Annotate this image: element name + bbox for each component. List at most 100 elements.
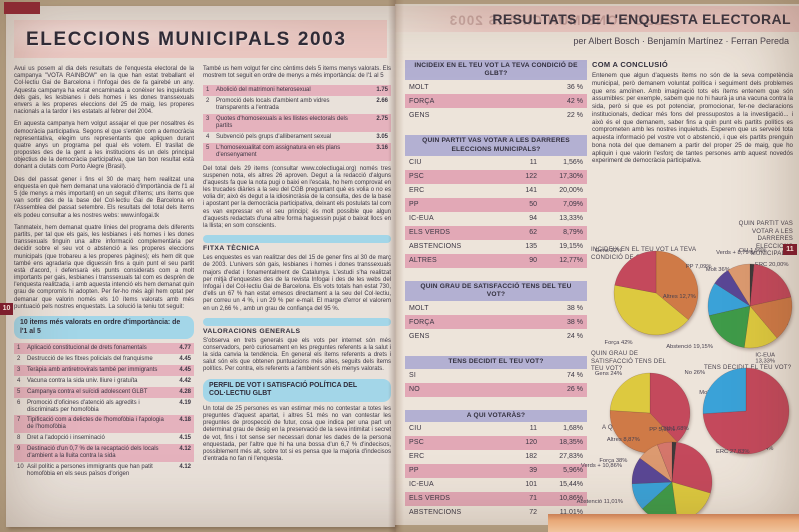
table-row: 6 Promoció d'oficines d'atenció als agred… (14, 398, 194, 416)
answer-label: PP (409, 201, 419, 209)
next-page-edge (548, 514, 799, 532)
section-divider-bar (203, 317, 391, 326)
table-cell: Destrucció de les fitxes policials del f… (27, 356, 153, 363)
table-cell: 2.66 (376, 98, 388, 105)
pie-caption-quin-grau: QUIN GRAU DE SATISFACCIÓ TENS DEL TEU VO… (591, 350, 666, 373)
table-row: PP 39 5,96% (405, 463, 587, 478)
body-paragraph: En aquesta campanya hem volgut assajar e… (14, 121, 194, 171)
table-cell: Subvenció pels grups d'alliberament sexu… (216, 133, 332, 140)
pie-slice-label: ERC 20,00% (755, 261, 789, 268)
vote-count: 135 (525, 243, 537, 251)
vote-count: 120 (525, 439, 537, 447)
vote-count: 39 (529, 467, 537, 475)
table-cell: Promoció dels locals d'ambient amb vidre… (216, 98, 330, 112)
table-row: 9 Destinació d'un 0,7 % de la recaptació … (14, 444, 194, 462)
table-row: PSC 120 18,35% (405, 435, 587, 450)
page-number-badge-right: 11 (783, 244, 797, 255)
table-row: 3 Teràpia amb antiretrovirals també per i… (14, 365, 194, 376)
table-row: 3 Quotes d'homosexuals a les llistes elec… (203, 114, 391, 132)
vote-percent: 1,68% (563, 425, 583, 433)
vote-percent: 1,56% (563, 159, 583, 167)
answer-label: ABSTENCIONS (409, 509, 462, 517)
survey-table-header: A QUI VOTARÀS? (405, 409, 587, 422)
pie-chart (702, 367, 790, 455)
answer-label: IC-EUA (409, 215, 434, 223)
table-cell: 1.75 (376, 87, 388, 94)
table-row: ABSTENCIONS 135 19,15% (405, 240, 587, 254)
results-title: RESULTATS DE L'ENQUESTA ELECTORAL (492, 11, 791, 27)
survey-table-header: QUIN PARTIT VAS VOTAR A LES DARRERES ELE… (405, 135, 587, 156)
vote-percent: 36 % (567, 83, 583, 91)
vote-percent: 12,77% (559, 257, 583, 265)
table-cell: 4.45 (179, 356, 191, 363)
pie-slice (749, 263, 755, 307)
pie-slice-label: Força 42% (604, 339, 633, 346)
table-cell: 5 (17, 388, 21, 395)
survey-table: TENS DECIDIT EL TEU VOT? SI 74 % NO 26 % (405, 356, 587, 397)
pie-slice-label: Verds + 8,79% (716, 249, 754, 256)
pie-slice-label: PP 5,96% (649, 426, 675, 433)
pie-caption-quin-partit: QUIN PARTIT VAS VOTAR A LES DARRERES ELE… (738, 220, 793, 258)
body-paragraph: Tanmateix, hem demanat quatre línies del… (14, 224, 194, 310)
pie-slice-label: Abstenció 11,01% (576, 498, 623, 505)
pie-slice (671, 441, 677, 483)
survey-table: QUIN PARTIT VAS VOTAR A LES DARRERES ELE… (405, 135, 587, 268)
vote-count: 182 (525, 453, 537, 461)
table-row: 1 Abolició del matrimoni heterosexual 1.75 (203, 85, 391, 97)
table-cell: 10 (17, 463, 24, 470)
vote-percent: 38 % (567, 318, 583, 326)
vote-percent: 13,33% (559, 215, 583, 223)
table-row: CIU 11 1,56% (405, 156, 587, 170)
table-row: GENS 24 % (405, 329, 587, 343)
top10-heading: 10 items més valorats en ordre d'importà… (14, 316, 194, 340)
left-column: Avui us posem al dia dels resultats de l… (14, 66, 194, 523)
body-paragraph: Les enquestes es van realitzar des del 1… (203, 255, 391, 312)
pie-slice (631, 457, 673, 484)
table-row: 8 Dret a l'adopció i inseminació 4.15 (14, 433, 194, 444)
vote-count: 101 (525, 481, 537, 489)
answer-label: IC-EUA (409, 481, 434, 489)
pie-slice (749, 296, 793, 339)
middle-column: També us hem volgut fer cinc cèntims del… (203, 66, 391, 523)
table-cell: Destinació d'un 0,7 % de la recaptació d… (27, 446, 159, 460)
table-row: PP 50 7,09% (405, 197, 587, 212)
table-cell: Abolició del matrimoni heterosexual (216, 87, 311, 94)
vote-percent: 7,09% (563, 201, 583, 209)
table-cell: 9 (17, 446, 21, 453)
table-row: FORÇA 38 % (405, 315, 587, 330)
table-row: 5 Campanya contra el suïcidi adolescent G… (14, 386, 194, 398)
body-paragraph: També us hem volgut fer cinc cèntims del… (203, 66, 391, 80)
pie-slice (657, 441, 673, 483)
bottom5-table: 1 Abolició del matrimoni heterosexual 1.75… (203, 85, 391, 161)
table-cell: 4.12 (179, 463, 191, 470)
table-cell: 4 (17, 377, 21, 384)
vote-percent: 27,83% (559, 453, 583, 461)
section-divider-bar (203, 235, 391, 244)
pie-slice (727, 263, 751, 307)
table-cell: 4.42 (179, 377, 191, 384)
left-title-band: ELECCIONS MUNICIPALS 2003 (14, 20, 387, 58)
table-cell: 3.05 (376, 133, 388, 140)
answer-label: ELS VERDS (409, 495, 451, 503)
table-cell: 3.16 (376, 144, 388, 151)
pie-slice (743, 305, 778, 349)
top10-table: 1 Aplicació constitucional de drets fonam… (14, 343, 194, 479)
article-title: ELECCIONS MUNICIPALS 2003 (26, 29, 347, 50)
vote-count: 141 (525, 187, 537, 195)
table-cell: 1 (206, 87, 210, 94)
pie-slice (707, 282, 751, 316)
section-heading-valoracions: VALORACIONS GENERALS (203, 327, 301, 335)
table-row: 1 Aplicació constitucional de drets fonam… (14, 343, 194, 355)
pie-slice-label: IC-EUA 13,33% (755, 352, 776, 365)
vote-percent: 42 % (567, 97, 583, 105)
table-row: SI 74 % (405, 369, 587, 383)
survey-table: INCIDEIX EN EL TEU VOT LA TEVA CONDICIÓ … (405, 60, 587, 122)
table-row: NO 26 % (405, 382, 587, 397)
pie-slice-label: Gens 24% (594, 371, 622, 378)
pie-slice (639, 444, 673, 483)
answer-label: SI (409, 372, 417, 380)
vote-count: 50 (529, 201, 537, 209)
pie-slice-label: Altres 12,7% (662, 293, 696, 300)
table-cell: Tipificació com a delictes de l'homofòbi… (27, 417, 164, 431)
